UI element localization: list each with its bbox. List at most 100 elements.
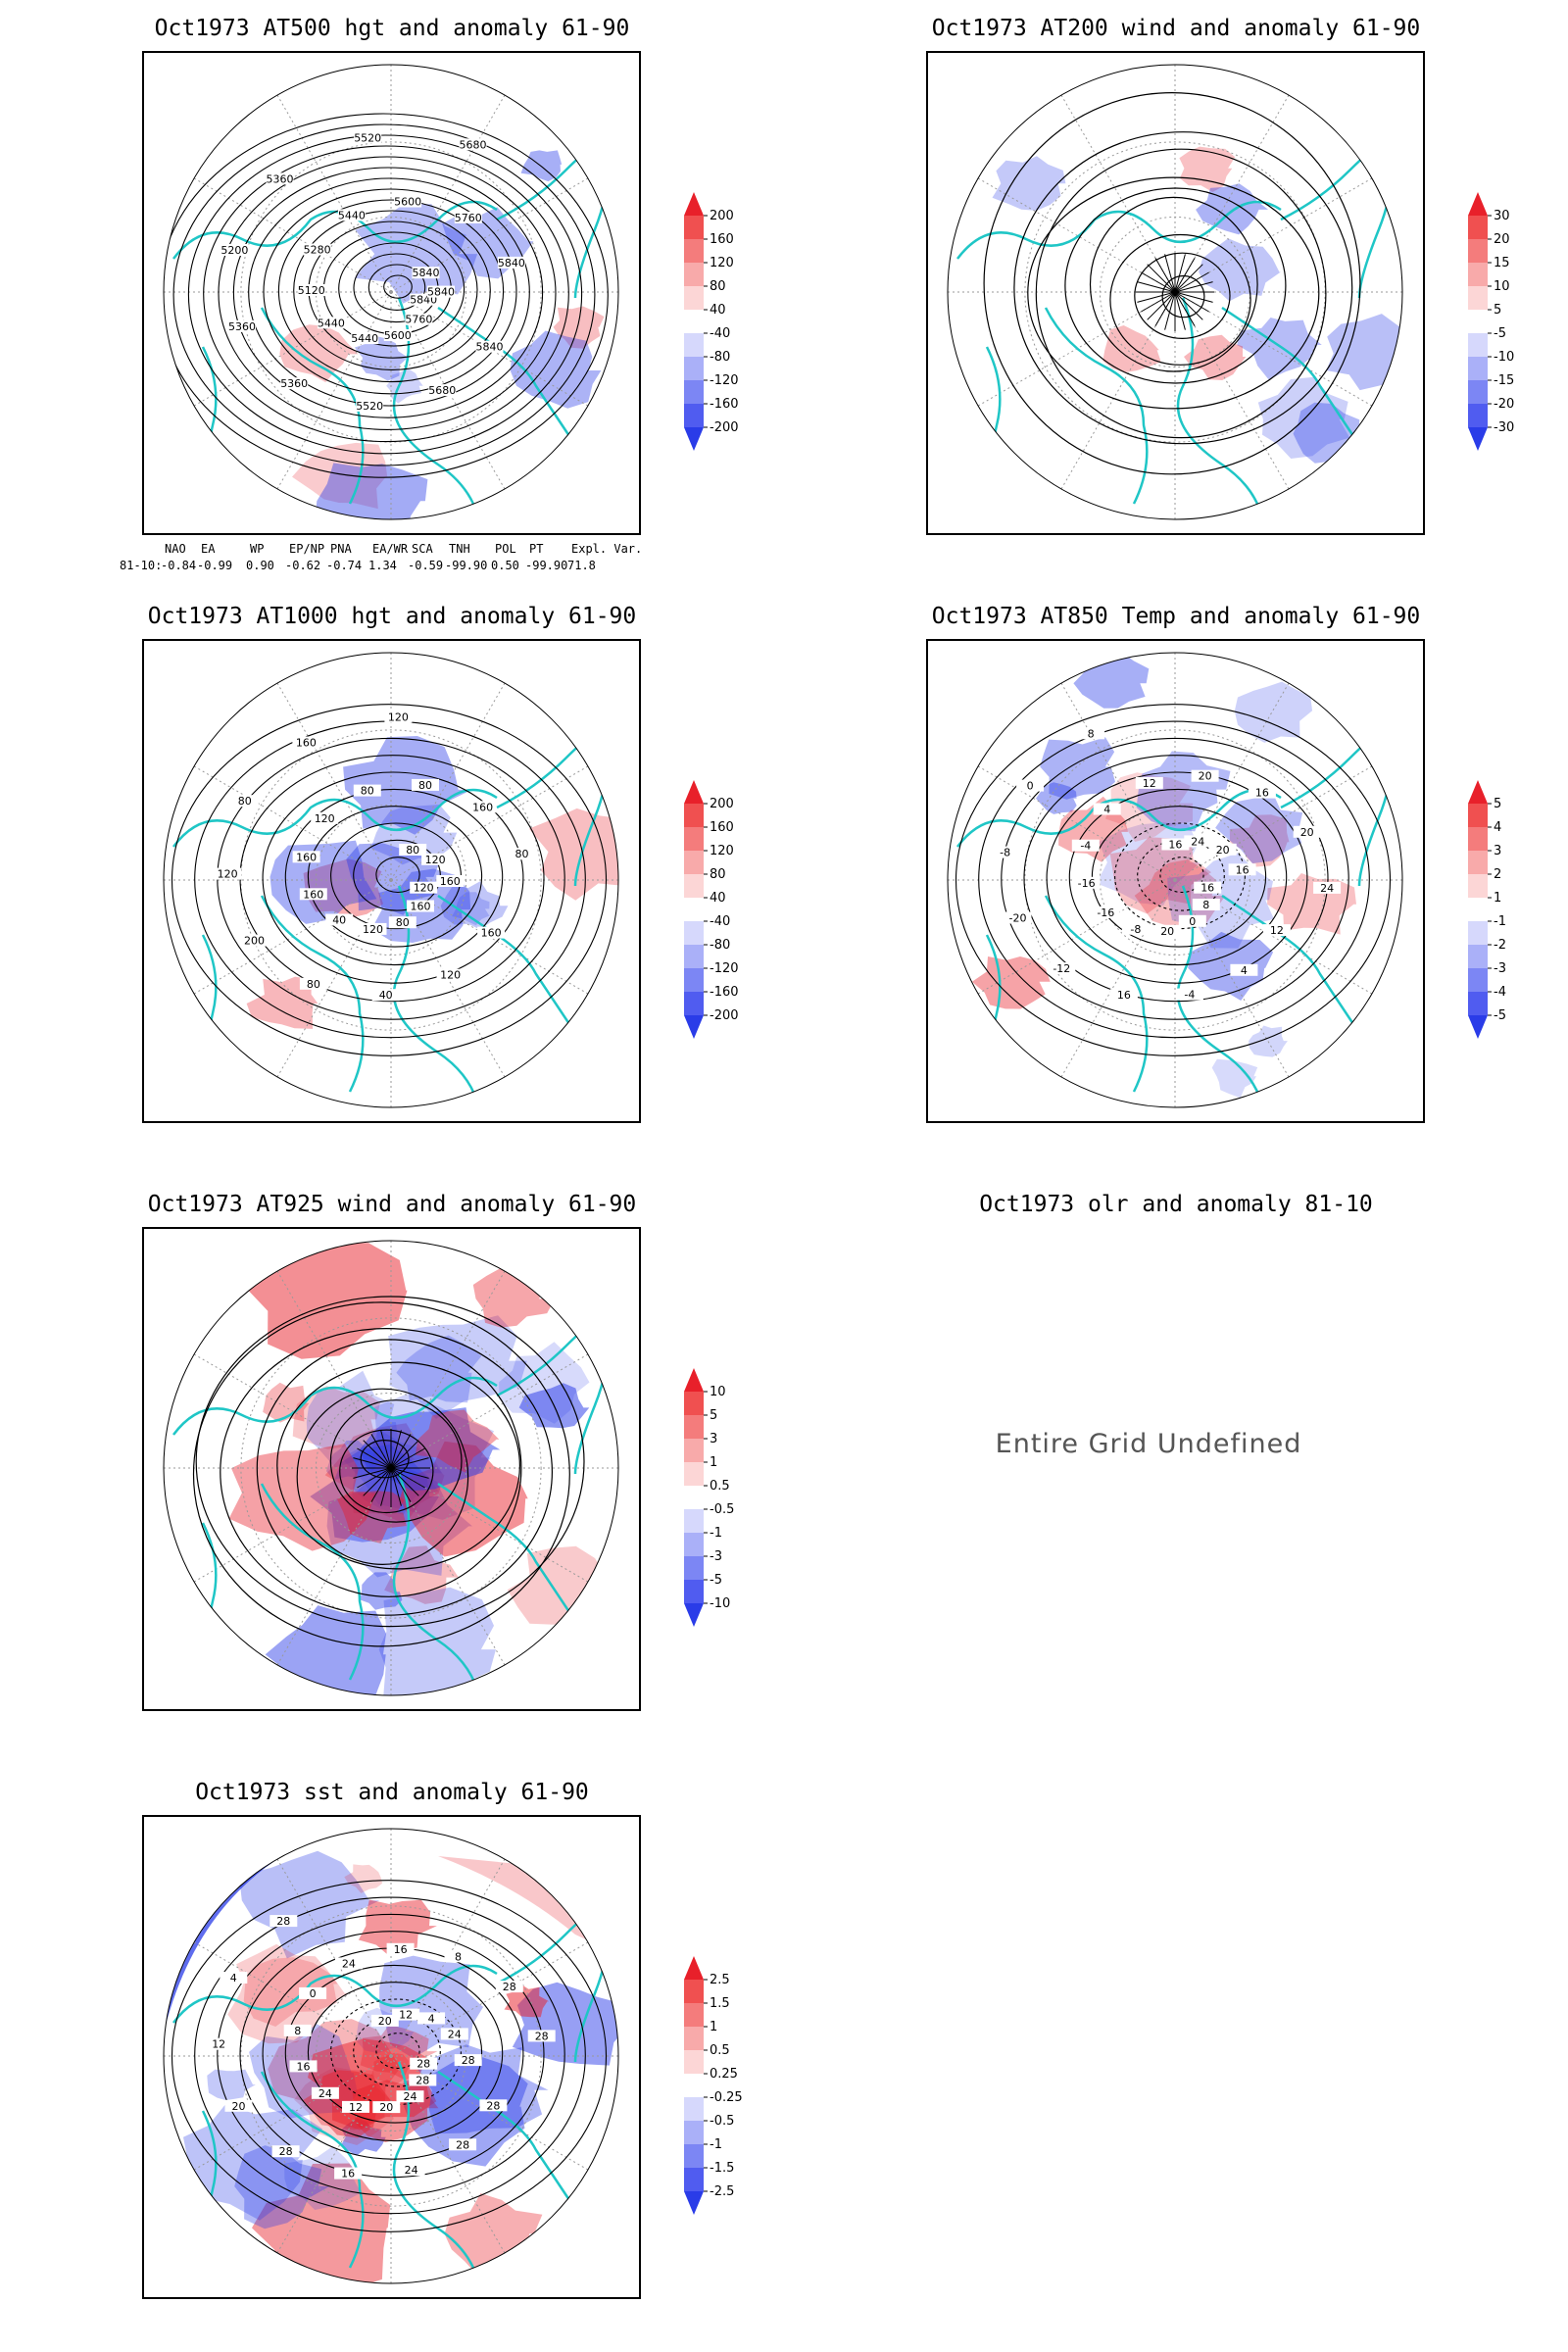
streamline bbox=[256, 1339, 522, 1597]
tele-value: -99.90 bbox=[525, 559, 568, 572]
contour-label: 24 bbox=[342, 1957, 356, 1970]
contour-label: -16 bbox=[1078, 877, 1096, 890]
contour-label: 5440 bbox=[338, 209, 366, 221]
contour-label: 16 bbox=[1255, 787, 1269, 800]
colorbar-swatch bbox=[1468, 310, 1488, 333]
positive-anomaly-shade bbox=[1184, 334, 1247, 380]
colorbar-label: -200 bbox=[710, 420, 739, 435]
contour-label-bg bbox=[1153, 924, 1182, 937]
contour-label-bg bbox=[372, 2101, 401, 2114]
contour-label: 20 bbox=[1160, 925, 1174, 938]
colorbar-swatch bbox=[684, 216, 704, 239]
colorbar-swatch bbox=[684, 945, 704, 968]
contour-label-bg bbox=[1194, 881, 1222, 894]
streamline bbox=[1174, 291, 1209, 313]
coastline bbox=[956, 200, 1282, 260]
colorbar-swatch bbox=[1468, 357, 1488, 380]
colorbar-swatch bbox=[684, 921, 704, 945]
negative-anomaly-shade bbox=[1036, 782, 1077, 814]
colorbar-swatch bbox=[684, 1486, 704, 1509]
positive-anomaly-shade bbox=[528, 808, 618, 901]
positive-anomaly-shade bbox=[444, 2193, 543, 2278]
colorbar-swatch bbox=[684, 310, 704, 333]
contour-label: 5600 bbox=[384, 329, 412, 342]
contour-label-bg bbox=[527, 2030, 556, 2042]
tele-header: EP/NP bbox=[289, 542, 325, 556]
colorbar-svg: 200 160 120 80 40 -40 -80 -120 -160 -200 bbox=[684, 192, 739, 451]
contour-label: 20 bbox=[1199, 770, 1212, 783]
colorbar-swatch bbox=[684, 2097, 704, 2121]
negative-anomaly-shade bbox=[343, 736, 472, 835]
meridian-line bbox=[1060, 291, 1176, 490]
contour-label-bg bbox=[220, 1972, 248, 1984]
colorbar-label: -5 bbox=[710, 1573, 722, 1588]
contour-label: 12 bbox=[212, 2038, 225, 2051]
contour-label-bg bbox=[386, 1942, 415, 1955]
contour-label-bg bbox=[383, 329, 412, 341]
positive-anomaly-shade bbox=[337, 1491, 407, 1544]
streamline bbox=[390, 1447, 425, 1469]
contour-label: 28 bbox=[462, 2054, 475, 2067]
meridian-line bbox=[193, 1353, 392, 1469]
contour-label: 160 bbox=[303, 888, 323, 901]
meridian-line bbox=[1060, 879, 1176, 1078]
contour-label: 80 bbox=[418, 779, 432, 792]
contour-label: 120 bbox=[440, 969, 461, 982]
streamline bbox=[1154, 291, 1176, 326]
negative-anomaly-shade bbox=[370, 805, 458, 865]
contour-line bbox=[284, 788, 504, 966]
tele-row-label: 81-10: bbox=[120, 559, 163, 572]
coastline bbox=[201, 1522, 243, 1642]
meridian-line bbox=[193, 1941, 392, 2057]
map-boundary bbox=[163, 64, 619, 520]
map-panel-850temp: 16 12 8 4 0 -4 20 16 -8 -12 -16 -20 -16 -8 -4 0 4 8 12 16 20… bbox=[926, 639, 1425, 1123]
contour-label: 120 bbox=[363, 923, 383, 936]
contour-label-bg bbox=[436, 875, 465, 887]
map-area bbox=[164, 1241, 618, 1695]
contour-line bbox=[1001, 737, 1349, 1020]
contour-label-bg bbox=[1092, 906, 1120, 918]
positive-anomaly-shade bbox=[415, 1409, 500, 1473]
colorbar-cap-bottom bbox=[684, 2191, 704, 2215]
contour-line bbox=[1068, 788, 1288, 966]
streamline bbox=[370, 1434, 392, 1469]
contour-label: 160 bbox=[472, 801, 493, 813]
contour-line bbox=[1091, 806, 1267, 948]
colorbar-cap-top bbox=[684, 780, 704, 804]
contour-label: 120 bbox=[218, 868, 238, 881]
colorbar-swatch bbox=[684, 2144, 704, 2168]
contour-label-bg bbox=[409, 2074, 437, 2086]
negative-anomaly-shade bbox=[378, 1587, 496, 1695]
negative-anomaly-shade bbox=[452, 892, 490, 926]
colorbar-swatch bbox=[684, 357, 704, 380]
coastline bbox=[172, 1376, 498, 1436]
meridian-line bbox=[276, 1858, 392, 2057]
meridian-line bbox=[276, 1270, 392, 1469]
meridian-line bbox=[1174, 879, 1290, 1078]
colorbar-label: -0.25 bbox=[710, 2090, 743, 2105]
streamline bbox=[192, 1301, 570, 1647]
contour-line bbox=[330, 1998, 462, 2106]
map-panel-925wind bbox=[142, 1227, 641, 1711]
negative-anomaly-shade bbox=[499, 1342, 590, 1424]
tele-value: 1.34 bbox=[368, 559, 397, 572]
colorbar-label: 3 bbox=[710, 1432, 717, 1446]
colorbar-label: 200 bbox=[710, 797, 734, 811]
tele-value: -0.74 bbox=[326, 559, 363, 572]
map-panel-sst: 28 28 28 28 24 24 20 16 12 28 24 20 16 12 8 4 0 28 24 20 16 1… bbox=[142, 1815, 641, 2299]
streamline bbox=[1134, 252, 1231, 340]
contour-label-bg bbox=[1121, 922, 1150, 935]
contour-label-bg bbox=[1161, 838, 1190, 851]
colorbar-label: 4 bbox=[1494, 820, 1501, 835]
contour-label-bg bbox=[1230, 963, 1258, 976]
colorbar-swatch bbox=[684, 2074, 704, 2097]
colorbar-cap-top bbox=[684, 1956, 704, 1980]
contour-label-bg bbox=[334, 2167, 363, 2180]
contour-label-bg bbox=[303, 243, 331, 256]
colorbar-label: -1.5 bbox=[710, 2161, 734, 2176]
contour-label-bg bbox=[283, 2024, 312, 2036]
contour-line bbox=[1159, 857, 1204, 894]
colorbar-swatch bbox=[1468, 945, 1488, 968]
colorbar-swatch bbox=[684, 286, 704, 310]
contour-label: 5760 bbox=[455, 212, 482, 224]
